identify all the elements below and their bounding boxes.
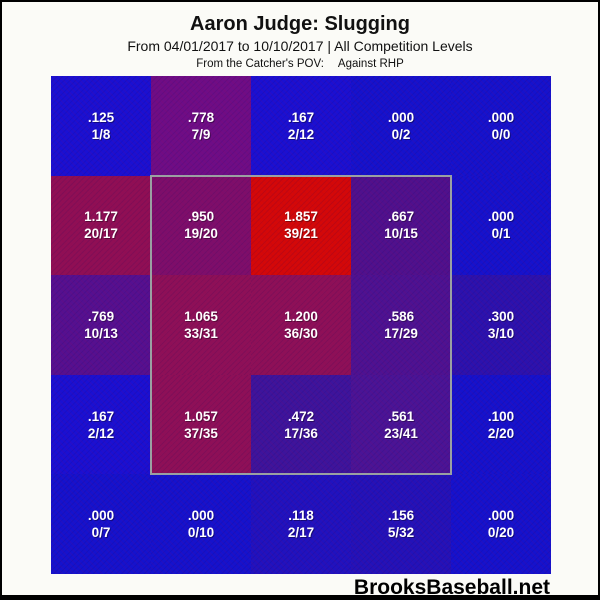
cell-slugging-value: .667 [387,209,415,225]
cell-ratio: 5/32 [387,525,415,541]
heatmap-cell: 1.200 36/30 [251,275,351,375]
split-label: Against RHP [337,58,404,70]
cell-slugging-value: .472 [287,408,315,424]
heatmap-cell: .950 19/20 [151,175,251,276]
heatmap-cell: .586 17/29 [351,275,451,375]
chart-header: Aaron Judge: Slugging From 04/01/2017 to… [2,12,598,71]
cell-ratio: 36/30 [284,325,318,341]
heatmap-cell: .778 7/9 [151,76,251,176]
cell-slugging-value: .769 [87,308,115,324]
cell-slugging-value: .000 [487,209,515,225]
heatmap-cell: .156 5/32 [351,474,451,574]
chart-title: Aaron Judge: Slugging [190,13,410,35]
heatmap-cell: .300 3/10 [451,275,551,375]
cell-ratio: 20/17 [84,226,118,242]
cell-slugging-value: 1.857 [284,209,318,225]
heatmap-cell: .100 2/20 [451,374,551,475]
cell-slugging-value: .300 [487,308,515,324]
cell-ratio: 23/41 [384,425,418,441]
brand-watermark: BrooksBaseball.net [353,576,550,599]
cell-slugging-value: 1.177 [84,209,118,225]
heatmap-cell: 1.065 33/31 [151,275,251,375]
cell-slugging-value: 1.200 [284,308,318,324]
cell-slugging-value: .100 [487,408,515,424]
heatmap-cell: .769 10/13 [51,275,151,375]
cell-ratio: 17/36 [284,425,318,441]
heatmap-cell: 1.057 37/35 [151,374,251,475]
cell-ratio: 19/20 [184,226,218,242]
heatmap-cell: .125 1/8 [51,76,151,176]
cell-ratio: 0/1 [491,226,511,242]
cell-ratio: 17/29 [384,325,418,341]
cell-slugging-value: .000 [187,508,215,524]
cell-ratio: 3/10 [487,325,515,341]
cell-slugging-value: .000 [487,109,515,125]
cell-ratio: 2/12 [287,126,315,142]
cell-ratio: 2/17 [287,525,315,541]
cell-ratio: 0/10 [187,525,215,541]
cell-slugging-value: .000 [87,508,115,524]
heatmap-cell: .000 0/1 [451,175,551,276]
heatmap-cell: .000 0/10 [151,474,251,574]
heatmap-cell: .000 0/20 [451,474,551,574]
heatmap-cell: 1.177 20/17 [51,175,151,276]
cell-slugging-value: .125 [87,109,115,125]
heatmap-cell: .118 2/17 [251,474,351,574]
pov-label: From the Catcher's POV: [196,58,324,70]
cell-ratio: 2/12 [87,425,115,441]
cell-ratio: 37/35 [184,425,218,441]
chart-pov-line: From the Catcher's POV: Against RHP [2,57,598,71]
cell-slugging-value: .167 [287,109,315,125]
cell-ratio: 33/31 [184,325,218,341]
heatmap-cell: .000 0/2 [351,76,451,176]
heatmap-cell: .000 0/7 [51,474,151,574]
cell-slugging-value: .156 [387,508,415,524]
cell-slugging-value: .778 [187,109,215,125]
heatmap-grid: .125 1/8.778 7/9.167 2/12.000 0/2.000 0/0 1.17… [51,76,551,574]
cell-slugging-value: 1.065 [184,308,218,324]
cell-ratio: 0/7 [91,525,111,541]
cell-ratio: 10/15 [384,226,418,242]
cell-slugging-value: .561 [387,408,415,424]
cell-slugging-value: .118 [288,508,314,524]
cell-ratio: 0/2 [391,126,411,142]
cell-ratio: 39/21 [284,226,318,242]
cell-ratio: 0/20 [487,525,515,541]
cell-slugging-value: .167 [87,408,115,424]
heatmap-cell: .167 2/12 [251,76,351,176]
heatmap-cell: .167 2/12 [51,374,151,475]
cell-ratio: 1/8 [91,126,111,142]
heatmap-cell: .472 17/36 [251,374,351,475]
cell-ratio: 2/20 [487,425,515,441]
heatmap-cell: .561 23/41 [351,374,451,475]
cell-slugging-value: 1.057 [184,408,218,424]
chart-subtitle: From 04/01/2017 to 10/10/2017 | All Comp… [127,38,473,54]
cell-ratio: 7/9 [191,126,211,142]
heatmap-cell: .667 10/15 [351,175,451,276]
heatmap-cell: 1.857 39/21 [251,175,351,276]
cell-ratio: 0/0 [491,126,511,142]
cell-ratio: 10/13 [84,325,118,341]
heatmap-cell: .000 0/0 [451,76,551,176]
cell-slugging-value: .586 [387,308,415,324]
cell-slugging-value: .950 [187,209,215,225]
cell-slugging-value: .000 [387,109,415,125]
cell-slugging-value: .000 [487,508,515,524]
